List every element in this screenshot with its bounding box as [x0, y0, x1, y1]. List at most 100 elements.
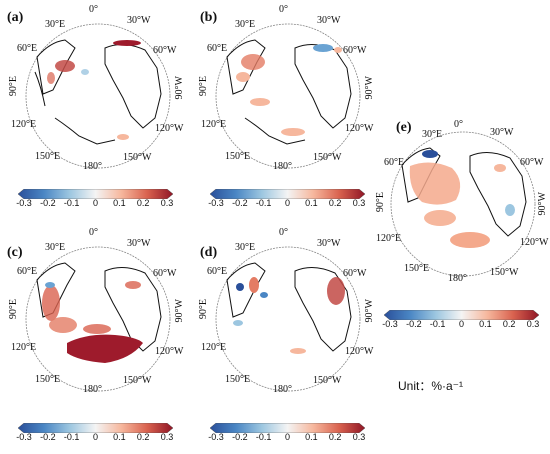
- colorbar-tick-label: 0.1: [305, 432, 318, 442]
- lon-label-150e: 150°E: [225, 374, 251, 385]
- colorbar-tick-label: -0.2: [40, 198, 56, 208]
- lon-label-30w: 30°W: [317, 238, 341, 249]
- lon-label-30e: 30°E: [45, 242, 66, 253]
- colorbar-tick-label: 0.2: [136, 198, 150, 208]
- lon-label-90e: 90°E: [198, 299, 209, 320]
- colorbar-tick-label: -0.1: [255, 432, 272, 442]
- colorbar-tick-label: 0.1: [479, 319, 492, 329]
- colorbar-tick-label: -0.1: [429, 319, 446, 329]
- lon-label-120e: 120°E: [376, 233, 402, 244]
- panel-label-a: (a): [7, 10, 24, 25]
- colorbar-tick-label: 0.2: [328, 432, 342, 442]
- lon-label-30e: 30°E: [45, 19, 66, 30]
- colorbar-tick-label: 0.3: [352, 432, 366, 442]
- lon-label-90w: 90°W: [174, 76, 185, 100]
- polar-map-a: [25, 23, 171, 169]
- lon-label-180: 180°: [83, 161, 102, 172]
- colorbar-tick-label: 0.3: [160, 432, 174, 442]
- unit-label: Unit：%·a⁻¹: [398, 379, 464, 393]
- lon-label-0: 0°: [89, 4, 98, 15]
- colorbar-tick-label: 0: [458, 319, 465, 329]
- lon-label-30e: 30°E: [235, 242, 256, 253]
- colorbar-tick-label: 0: [284, 198, 291, 208]
- lon-label-150w: 150°W: [123, 152, 152, 163]
- lon-label-120w: 120°W: [155, 123, 184, 134]
- lon-label-60e: 60°E: [17, 266, 38, 277]
- lon-label-120w: 120°W: [345, 123, 374, 134]
- map-panel-e: (e) 0° 30°E 30°W 60°E 60°W 90°E 90°W 120…: [370, 110, 550, 315]
- panel-label-b: (b): [200, 10, 218, 25]
- lon-label-30w: 30°W: [317, 15, 341, 26]
- colorbar-tick-label: 0.3: [526, 319, 540, 329]
- colorbar-tick-label: -0.3: [208, 198, 224, 208]
- lon-label-120e: 120°E: [11, 342, 37, 353]
- panel-label-d: (d): [200, 245, 218, 260]
- colorbar-tick-label: -0.2: [406, 319, 422, 329]
- polar-map-e: [390, 131, 536, 277]
- colorbar-tick-label: -0.3: [382, 319, 398, 329]
- panel-label-c: (c): [7, 245, 23, 260]
- lon-label-90e: 90°E: [8, 76, 19, 97]
- map-panel-d: (d) 0° 30°E 30°W 60°E 60°W 90°E 90°W 120…: [198, 225, 378, 430]
- lon-label-30e: 30°E: [235, 19, 256, 30]
- lon-label-120e: 120°E: [201, 342, 227, 353]
- lon-label-30e: 30°E: [422, 129, 443, 140]
- lon-label-150w: 150°W: [490, 267, 519, 278]
- lon-label-60w: 60°W: [520, 157, 544, 168]
- lon-label-60w: 60°W: [153, 45, 177, 56]
- lon-label-90e: 90°E: [375, 192, 386, 213]
- lon-label-120w: 120°W: [345, 346, 374, 357]
- polar-map-c: [25, 246, 171, 392]
- colorbar-tick-label: 0.2: [328, 198, 342, 208]
- colorbar-tick-label: -0.1: [255, 198, 272, 208]
- lon-label-60e: 60°E: [17, 43, 38, 54]
- lon-label-180: 180°: [448, 273, 467, 284]
- polar-map-d: [215, 246, 361, 392]
- lon-label-150w: 150°W: [123, 375, 152, 386]
- colorbar-c: -0.3 -0.2 -0.1 0 0.1 0.2 0.3: [16, 420, 174, 446]
- map-panel-a: (a) 0° 30°E 30°W 60°E 60°W 90°E 90°W 120…: [5, 2, 185, 207]
- colorbar-tick-label: -0.2: [40, 432, 56, 442]
- colorbar-tick-label: 0.1: [305, 198, 318, 208]
- lon-label-60e: 60°E: [207, 266, 228, 277]
- lon-label-60w: 60°W: [343, 45, 367, 56]
- lon-label-150e: 150°E: [404, 263, 430, 274]
- lon-label-180: 180°: [273, 384, 292, 395]
- lon-label-120e: 120°E: [11, 119, 37, 130]
- colorbar-tick-label: -0.2: [232, 432, 248, 442]
- panel-label-e: (e): [396, 120, 412, 135]
- lon-label-60e: 60°E: [207, 43, 228, 54]
- colorbar-tick-label: 0.2: [502, 319, 516, 329]
- lon-label-90e: 90°E: [198, 76, 209, 97]
- lon-label-120w: 120°W: [155, 346, 184, 357]
- lon-label-0: 0°: [89, 227, 98, 238]
- lon-label-150w: 150°W: [313, 375, 342, 386]
- lon-label-60w: 60°W: [153, 268, 177, 279]
- colorbar-tick-label: 0.3: [160, 198, 174, 208]
- lon-label-0: 0°: [279, 4, 288, 15]
- colorbar-e: -0.3 -0.2 -0.1 0 0.1 0.2 0.3: [382, 307, 540, 333]
- colorbar-tick-label: -0.2: [232, 198, 248, 208]
- lon-label-60e: 60°E: [384, 157, 405, 168]
- colorbar-tick-label: -0.1: [63, 198, 80, 208]
- lon-label-0: 0°: [279, 227, 288, 238]
- lon-label-180: 180°: [273, 161, 292, 172]
- lon-label-150e: 150°E: [35, 151, 61, 162]
- lon-label-150w: 150°W: [313, 152, 342, 163]
- colorbar-tick-label: 0: [284, 432, 291, 442]
- lon-label-120e: 120°E: [201, 119, 227, 130]
- map-panel-c: (c) 0° 30°E 30°W 60°E 60°W 90°E 90°W 120…: [5, 225, 185, 430]
- colorbar-a: -0.3 -0.2 -0.1 0 0.1 0.2 0.3: [16, 186, 174, 212]
- lon-label-90w: 90°W: [174, 299, 185, 323]
- colorbar-tick-label: 0.3: [352, 198, 366, 208]
- colorbar-d: -0.3 -0.2 -0.1 0 0.1 0.2 0.3: [208, 420, 366, 446]
- lon-label-90w: 90°W: [537, 192, 548, 216]
- colorbar-tick-label: -0.1: [63, 432, 80, 442]
- lon-label-30w: 30°W: [127, 15, 151, 26]
- colorbar-tick-label: 0.2: [136, 432, 150, 442]
- polar-map-b: [215, 23, 361, 169]
- colorbar-tick-label: -0.3: [208, 432, 224, 442]
- lon-label-180: 180°: [83, 384, 102, 395]
- colorbar-tick-label: 0: [92, 198, 99, 208]
- lon-label-150e: 150°E: [225, 151, 251, 162]
